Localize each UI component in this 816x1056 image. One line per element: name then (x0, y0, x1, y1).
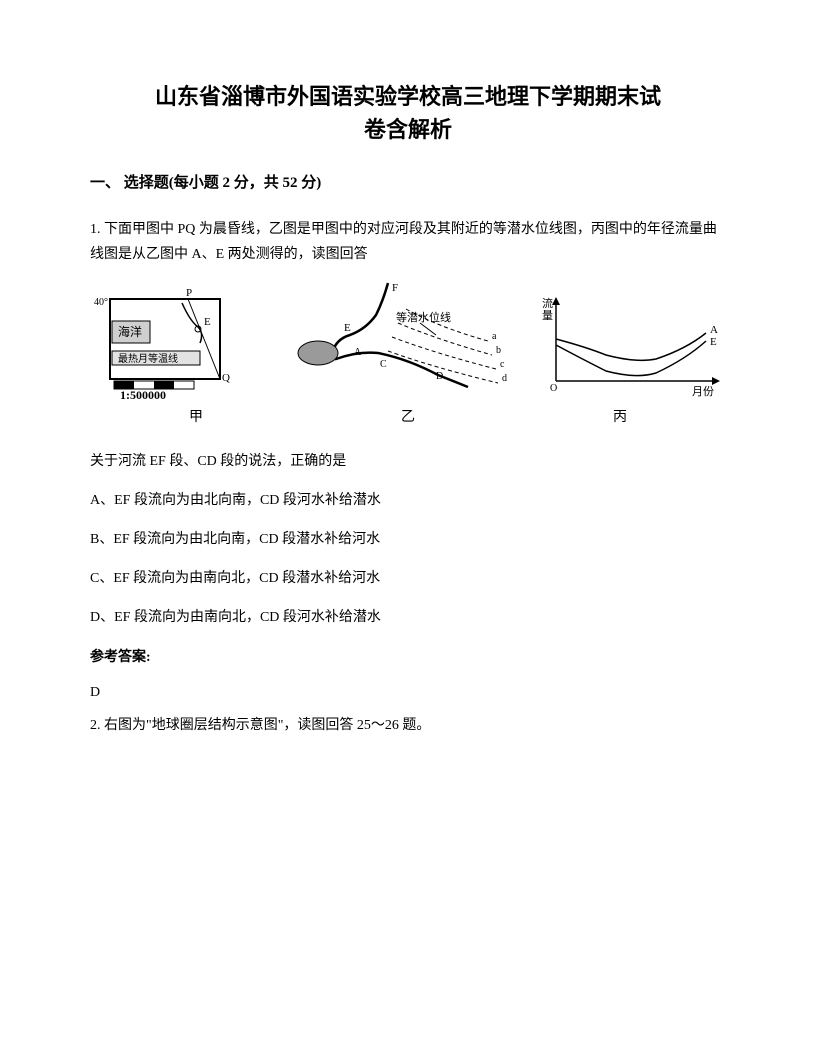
point-D: D (436, 371, 443, 382)
series-A: A (710, 324, 718, 336)
point-F: F (392, 282, 398, 294)
q1-figures: 海洋 40° 最热月等温线 P Q E 1:500000 F E A C D 等… (90, 281, 726, 401)
contour-d: d (502, 373, 507, 384)
ylabel-1: 流 (542, 296, 553, 310)
q1-answer: D (90, 680, 726, 705)
figure-labels-row: 甲 乙 丙 (90, 405, 726, 430)
xlabel: 月份 (692, 385, 714, 398)
q1-stem: 1. 下面甲图中 PQ 为晨昏线，乙图是甲图中的对应河段及其附近的等潜水位线图，… (90, 217, 726, 267)
point-P: P (186, 287, 192, 299)
q1-option-D: D、EF 段流向为由南向北，CD 段河水补给潜水 (90, 605, 726, 630)
contour-label: 等潜水位线 (396, 310, 451, 324)
q1-option-A: A、EF 段流向为由北向南，CD 段河水补给潜水 (90, 488, 726, 513)
fig-label-bing: 丙 (514, 405, 726, 430)
origin-o: O (550, 383, 557, 394)
contour-a: a (492, 331, 497, 342)
ylabel-2: 量 (542, 309, 553, 322)
point-A: A (354, 347, 362, 358)
fig-label-jia: 甲 (90, 405, 302, 430)
figure-jia: 海洋 40° 最热月等温线 P Q E 1:500000 (90, 281, 270, 401)
title-line-2: 卷含解析 (364, 117, 452, 142)
answer-label: 参考答案: (90, 645, 726, 670)
point-E-yi: E (344, 322, 351, 334)
q1-substem: 关于河流 EF 段、CD 段的说法，正确的是 (90, 449, 726, 474)
section-1-heading: 一、 选择题(每小题 2 分，共 52 分) (90, 170, 726, 197)
point-C: C (380, 359, 387, 370)
contour-c: c (500, 359, 505, 370)
scale-text: 1:500000 (120, 388, 166, 401)
contour-b: b (496, 345, 501, 356)
q2-stem: 2. 右图为"地球圈层结构示意图"，读图回答 25～26 题。 (90, 713, 726, 738)
point-Q: Q (222, 372, 230, 384)
title-line-1: 山东省淄博市外国语实验学校高三地理下学期期末试 (155, 84, 661, 109)
figure-yi: F E A C D 等潜水位线 a b c d (288, 281, 518, 401)
point-E-jia: E (204, 316, 211, 328)
series-E: E (710, 336, 717, 348)
q1-option-C: C、EF 段流向为由南向北，CD 段潜水补给河水 (90, 566, 726, 591)
ocean-label: 海洋 (118, 324, 142, 339)
fig-label-yi: 乙 (302, 405, 514, 430)
isotherm-label: 最热月等温线 (118, 352, 178, 365)
q1-option-B: B、EF 段流向为由北向南，CD 段潜水补给河水 (90, 527, 726, 552)
exam-title: 山东省淄博市外国语实验学校高三地理下学期期末试 卷含解析 (90, 80, 726, 146)
figure-bing: 流 量 月份 O A E (536, 291, 726, 401)
lat-40: 40° (94, 297, 108, 308)
